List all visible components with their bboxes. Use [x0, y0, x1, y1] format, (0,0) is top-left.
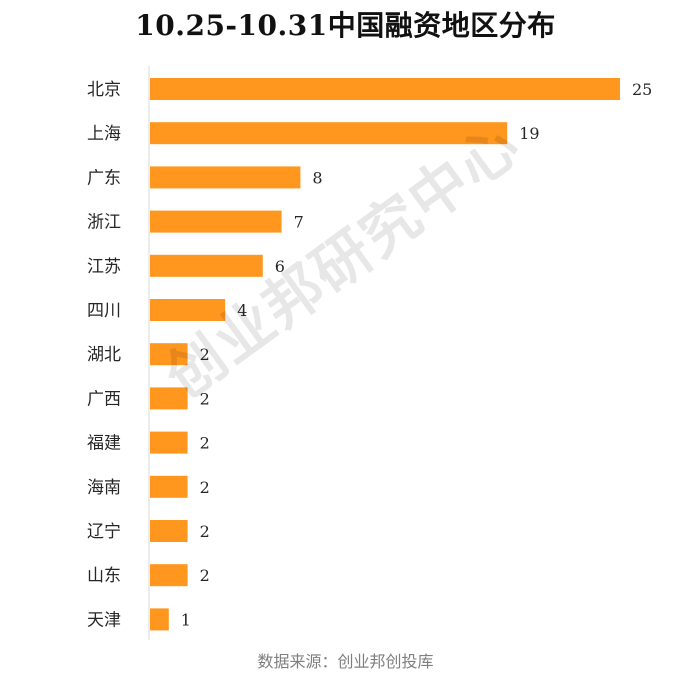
- bar: [150, 564, 188, 587]
- bar: [150, 608, 169, 631]
- bar: [150, 166, 301, 189]
- category-label: 山东: [87, 566, 121, 586]
- value-label: 25: [632, 80, 652, 99]
- bars: [150, 78, 620, 631]
- bar: [150, 520, 188, 542]
- category-label: 海南: [87, 478, 121, 498]
- value-label: 2: [200, 566, 210, 585]
- category-label: 湖北: [87, 345, 121, 365]
- category-label: 广西: [87, 389, 121, 409]
- category-label: 北京: [87, 80, 121, 100]
- bar: [150, 299, 226, 321]
- value-label: 2: [200, 389, 210, 408]
- bar: [150, 254, 263, 277]
- value-label: 2: [200, 522, 210, 541]
- category-label: 江苏: [87, 257, 121, 277]
- category-label: 广东: [87, 168, 121, 188]
- value-label: 7: [294, 213, 304, 232]
- bar: [150, 78, 620, 100]
- category-label: 辽宁: [87, 522, 121, 542]
- bar: [150, 387, 188, 410]
- value-labels: 25 19 8 7 6 4 2 2 2 2 2 2 1: [181, 80, 653, 629]
- bar: [150, 210, 282, 233]
- bar: [150, 431, 188, 454]
- value-label: 4: [237, 301, 247, 320]
- category-label: 福建: [87, 434, 121, 454]
- value-label: 2: [200, 478, 210, 497]
- data-source-note: 数据来源：创业邦创投库: [257, 652, 434, 671]
- category-label: 四川: [87, 301, 121, 321]
- value-label: 19: [519, 124, 539, 143]
- chart-title: 10.25-10.31中国融资地区分布: [135, 9, 556, 42]
- value-label: 2: [200, 345, 210, 364]
- category-label: 浙江: [87, 213, 121, 233]
- value-label: 8: [312, 168, 322, 187]
- value-label: 1: [181, 610, 191, 629]
- value-label: 6: [275, 257, 285, 276]
- category-label: 天津: [87, 610, 121, 630]
- bar: [150, 122, 508, 145]
- value-label: 2: [200, 434, 210, 453]
- category-label: 上海: [87, 124, 121, 144]
- bar: [150, 475, 188, 498]
- bar: [150, 343, 188, 366]
